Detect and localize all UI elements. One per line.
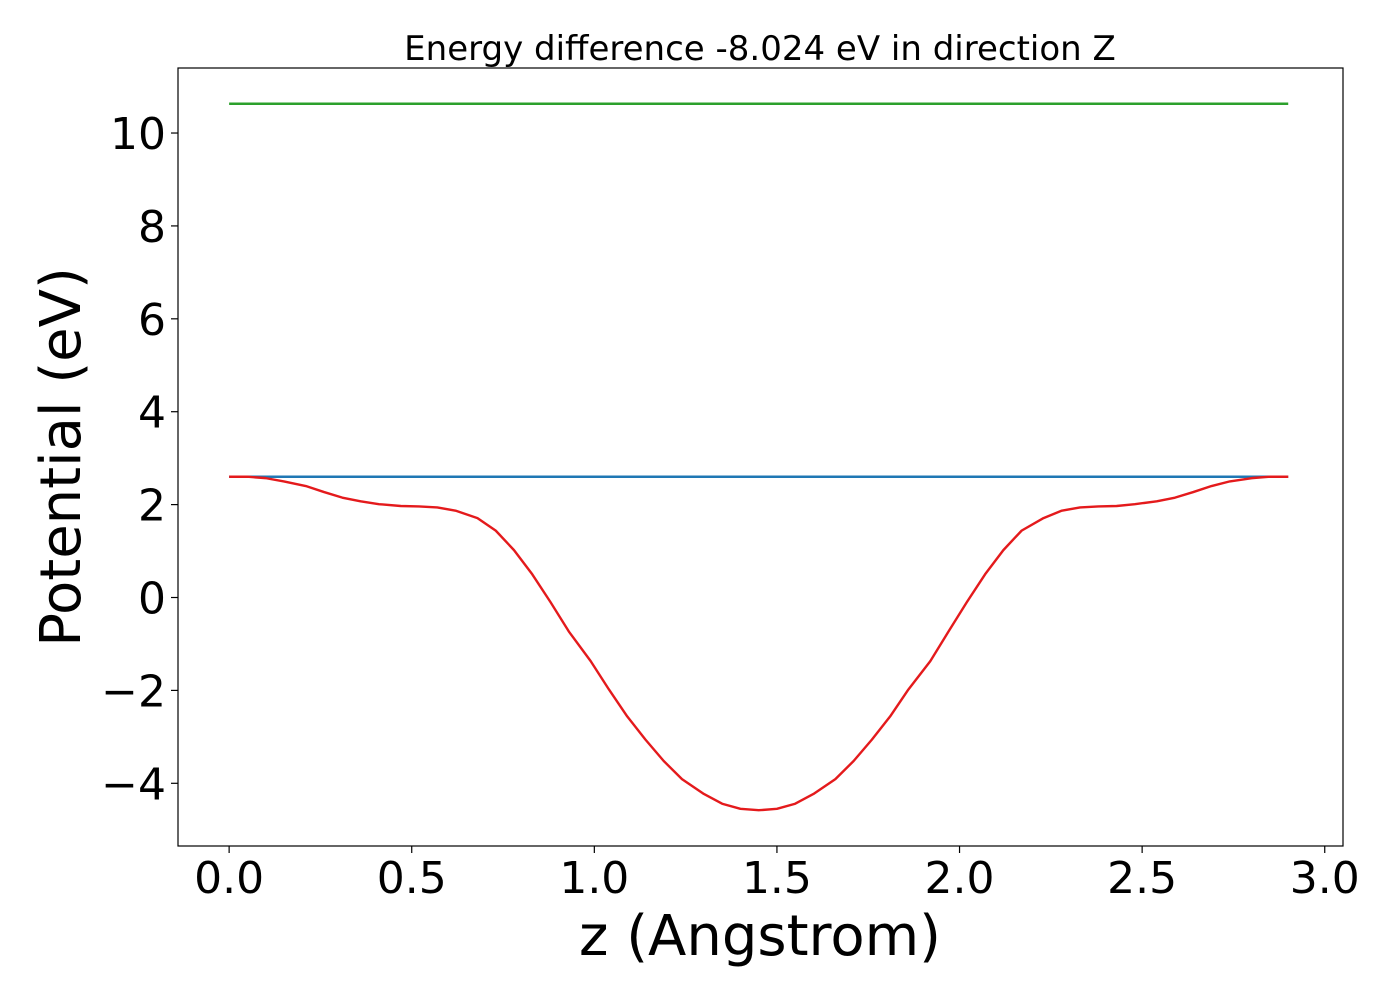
y-tick-label-3: 2 xyxy=(138,481,166,532)
x-tick-label-3: 1.5 xyxy=(742,853,812,904)
x-axis-label: z (Angstrom) xyxy=(579,904,941,969)
plot-frame xyxy=(177,67,1344,847)
y-tick-label-4: 4 xyxy=(138,388,166,439)
chart-title: Energy difference -8.024 eV in direction… xyxy=(404,29,1116,69)
y-tick-label-2: 0 xyxy=(138,574,166,625)
x-tick-label-5: 2.5 xyxy=(1107,853,1177,904)
y-tick-label-0: −4 xyxy=(101,759,166,810)
x-tick-label-0: 0.0 xyxy=(194,853,264,904)
y-tick-label-7: 10 xyxy=(110,109,166,160)
tick-layer: 0.0 0.5 1.0 1.5 2.0 2.5 3.0 −4 −2 0 2 4 6 8 10 xyxy=(101,109,1360,904)
x-tick-label-6: 3.0 xyxy=(1290,853,1360,904)
x-tick-label-4: 2.0 xyxy=(925,853,995,904)
y-axis-label: Potential (eV) xyxy=(29,267,94,647)
y-tick-label-5: 6 xyxy=(138,295,166,346)
series-layer xyxy=(229,102,1289,812)
x-tick-label-1: 0.5 xyxy=(377,853,447,904)
y-tick-label-6: 8 xyxy=(138,202,166,253)
y-tick-label-1: −2 xyxy=(101,666,166,717)
series-line-2 xyxy=(229,475,1289,812)
x-tick-label-2: 1.0 xyxy=(559,853,629,904)
